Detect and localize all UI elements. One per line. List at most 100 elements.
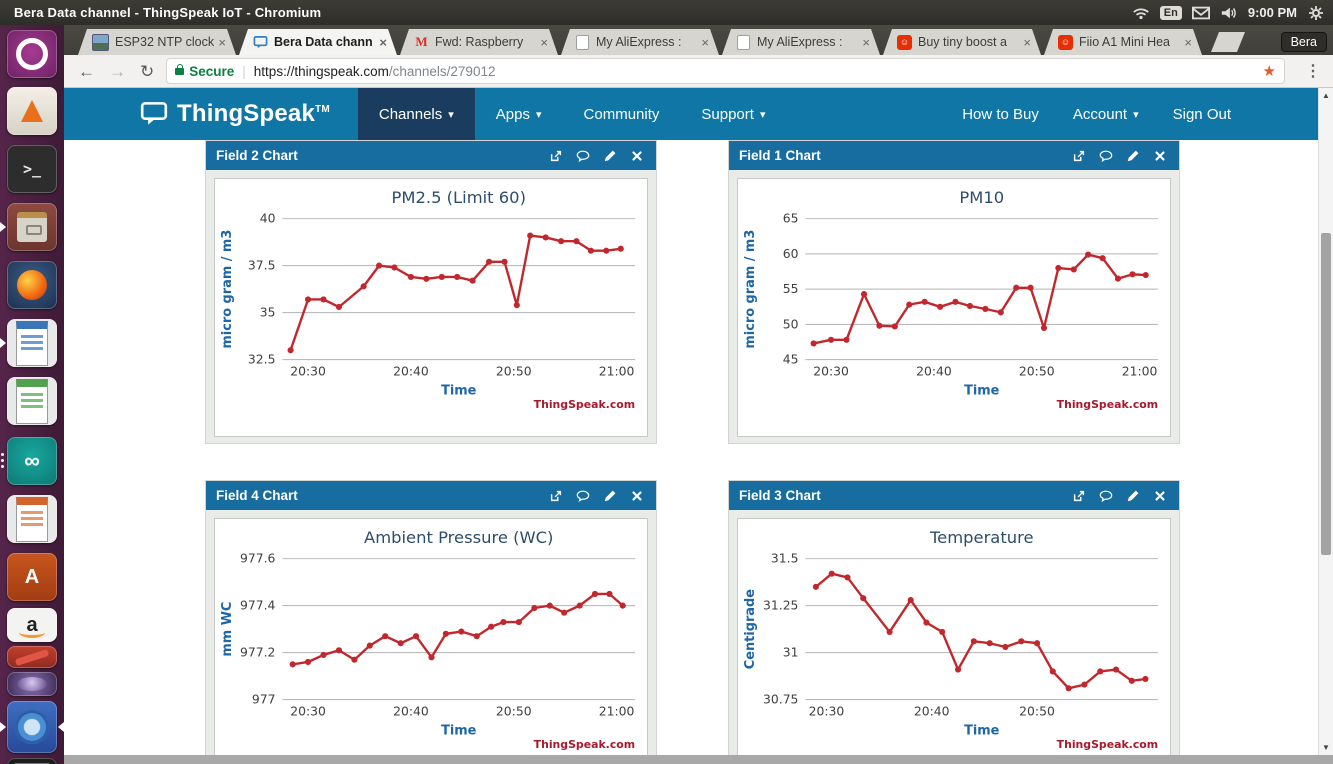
wifi-icon[interactable] (1132, 5, 1150, 21)
svg-text:45: 45 (783, 352, 799, 367)
keyboard-layout-indicator[interactable]: En (1159, 5, 1182, 20)
svg-text:20:50: 20:50 (496, 703, 532, 718)
tab-close-icon[interactable]: × (379, 34, 387, 50)
nav-item-how-to-buy[interactable]: How to Buy (962, 105, 1039, 123)
tab-close-icon[interactable]: × (540, 34, 548, 50)
keyboard-app-icon[interactable] (7, 758, 57, 764)
export-icon[interactable] (549, 489, 563, 503)
nav-item-account[interactable]: Account (1056, 106, 1156, 123)
new-tab-button[interactable] (1211, 32, 1245, 52)
scroll-down-icon[interactable]: ▼ (1322, 743, 1330, 752)
tab-close-icon[interactable]: × (701, 34, 709, 50)
svg-text:37.5: 37.5 (248, 258, 276, 273)
browser-menu-icon[interactable]: ⋮ (1305, 63, 1321, 80)
vlc-icon[interactable] (7, 87, 57, 135)
svg-text:977.2: 977.2 (240, 645, 275, 660)
close-icon[interactable] (1153, 489, 1167, 503)
aliexpress-bag-icon: ☺ (1058, 34, 1073, 50)
clock[interactable]: 9:00 PM (1247, 5, 1297, 20)
export-icon[interactable] (1072, 149, 1086, 163)
tab-fwd-raspberry[interactable]: M Fwd: Raspberry × (400, 29, 558, 55)
svg-text:20:40: 20:40 (916, 363, 952, 378)
edit-pencil-icon[interactable] (1126, 149, 1140, 163)
export-icon[interactable] (1072, 489, 1086, 503)
close-icon[interactable] (1153, 149, 1167, 163)
tab-buy-tiny-boost[interactable]: ☺ Buy tiny boost a × (883, 29, 1041, 55)
firefox-icon[interactable] (7, 261, 57, 309)
profile-badge[interactable]: Bera (1280, 32, 1327, 52)
edit-pencil-icon[interactable] (603, 489, 617, 503)
ubuntu-dash-icon[interactable] (7, 30, 57, 78)
svg-text:20:30: 20:30 (290, 363, 326, 378)
scrollbar-thumb[interactable] (1321, 233, 1331, 555)
chromium-icon[interactable] (7, 701, 57, 753)
url-host[interactable]: https://thingspeak.com (253, 63, 389, 79)
tab-my-aliexpress-2[interactable]: My AliExpress : × (722, 29, 880, 55)
panel-header: Field 2 Chart (206, 141, 656, 170)
tab-bera-data-channel[interactable]: Bera Data chann × (239, 29, 397, 55)
svg-text:micro gram / m3: micro gram / m3 (743, 230, 758, 349)
svg-text:977.6: 977.6 (240, 551, 276, 566)
tab-esp32-ntp-clock[interactable]: ESP32 NTP clock × (78, 29, 236, 55)
nav-item-support[interactable]: Support (680, 88, 786, 140)
url-path[interactable]: /channels/279012 (388, 63, 496, 79)
nav-item-channels[interactable]: Channels (357, 88, 475, 140)
svg-text:Centigrade: Centigrade (743, 589, 758, 669)
ubuntu-software-icon[interactable]: A (7, 553, 57, 601)
secure-lock-icon[interactable] (175, 63, 185, 75)
volume-icon[interactable] (1220, 5, 1238, 21)
comment-icon[interactable] (576, 149, 590, 163)
edit-pencil-icon[interactable] (603, 149, 617, 163)
running-indicator-dots (1, 453, 4, 468)
forward-button[interactable]: → (109, 61, 126, 81)
arduino-icon[interactable]: ∞ (7, 437, 57, 485)
comment-icon[interactable] (576, 489, 590, 503)
tab-close-icon[interactable]: × (1023, 34, 1031, 50)
tab-my-aliexpress-1[interactable]: My AliExpress : × (561, 29, 719, 55)
svg-text:35: 35 (260, 305, 276, 320)
photo-thumbnail-icon (92, 33, 109, 51)
tab-close-icon[interactable]: × (218, 34, 226, 50)
nav-item-apps[interactable]: Apps (475, 88, 563, 140)
libreoffice-calc-icon[interactable] (7, 377, 57, 425)
unity-launcher: >_ ∞ A a (0, 25, 64, 764)
bookmark-star-icon[interactable]: ★ (1262, 63, 1276, 80)
window-bottom-edge (64, 755, 1333, 764)
comment-icon[interactable] (1099, 489, 1113, 503)
panel-header: Field 1 Chart (729, 141, 1179, 170)
reload-button[interactable]: ↻ (140, 61, 155, 81)
panel-field-4-chart: Field 4 Chart 977 977.2 977.4 977.6 20:30 20:… (205, 480, 657, 764)
session-gear-icon[interactable] (1307, 5, 1325, 21)
close-icon[interactable] (630, 149, 644, 163)
close-icon[interactable] (630, 489, 644, 503)
svg-text:30.75: 30.75 (763, 692, 798, 707)
file-manager-icon[interactable] (7, 203, 57, 251)
amazon-icon[interactable]: a (7, 608, 57, 642)
edit-pencil-icon[interactable] (1126, 489, 1140, 503)
thingspeak-logo-icon (140, 102, 168, 125)
tab-close-icon[interactable]: × (1184, 34, 1192, 50)
secure-label[interactable]: Secure (189, 63, 235, 79)
tab-close-icon[interactable]: × (862, 34, 870, 50)
svg-text:20:50: 20:50 (496, 363, 532, 378)
tab-fiio-a1-mini[interactable]: ☺ Fiio A1 Mini Hea × (1044, 29, 1202, 55)
active-app-arrow (58, 722, 64, 732)
libreoffice-writer-icon[interactable] (7, 319, 57, 367)
comment-icon[interactable] (1099, 149, 1113, 163)
export-icon[interactable] (549, 149, 563, 163)
libreoffice-impress-icon[interactable] (7, 495, 57, 543)
terminal-icon[interactable]: >_ (7, 145, 57, 193)
nav-item-sign-out[interactable]: Sign Out (1172, 105, 1231, 123)
fisheye-app-icon[interactable] (7, 672, 57, 696)
thingspeak-navbar: ThingSpeakTM Channels Apps Community Sup… (64, 88, 1318, 140)
back-button[interactable]: ← (78, 61, 95, 81)
marker-app-icon[interactable] (7, 646, 57, 668)
panel-header: Field 3 Chart (729, 481, 1179, 510)
scroll-up-icon[interactable]: ▲ (1322, 91, 1330, 100)
thingspeak-logo[interactable]: ThingSpeakTM (139, 100, 330, 128)
svg-text:60: 60 (783, 246, 799, 261)
page-scrollbar[interactable]: ▲ ▼ (1318, 88, 1333, 755)
url-bar[interactable]: Secure | https://thingspeak.com /channel… (166, 58, 1285, 84)
nav-item-community[interactable]: Community (583, 105, 660, 123)
mail-icon[interactable] (1191, 5, 1210, 21)
